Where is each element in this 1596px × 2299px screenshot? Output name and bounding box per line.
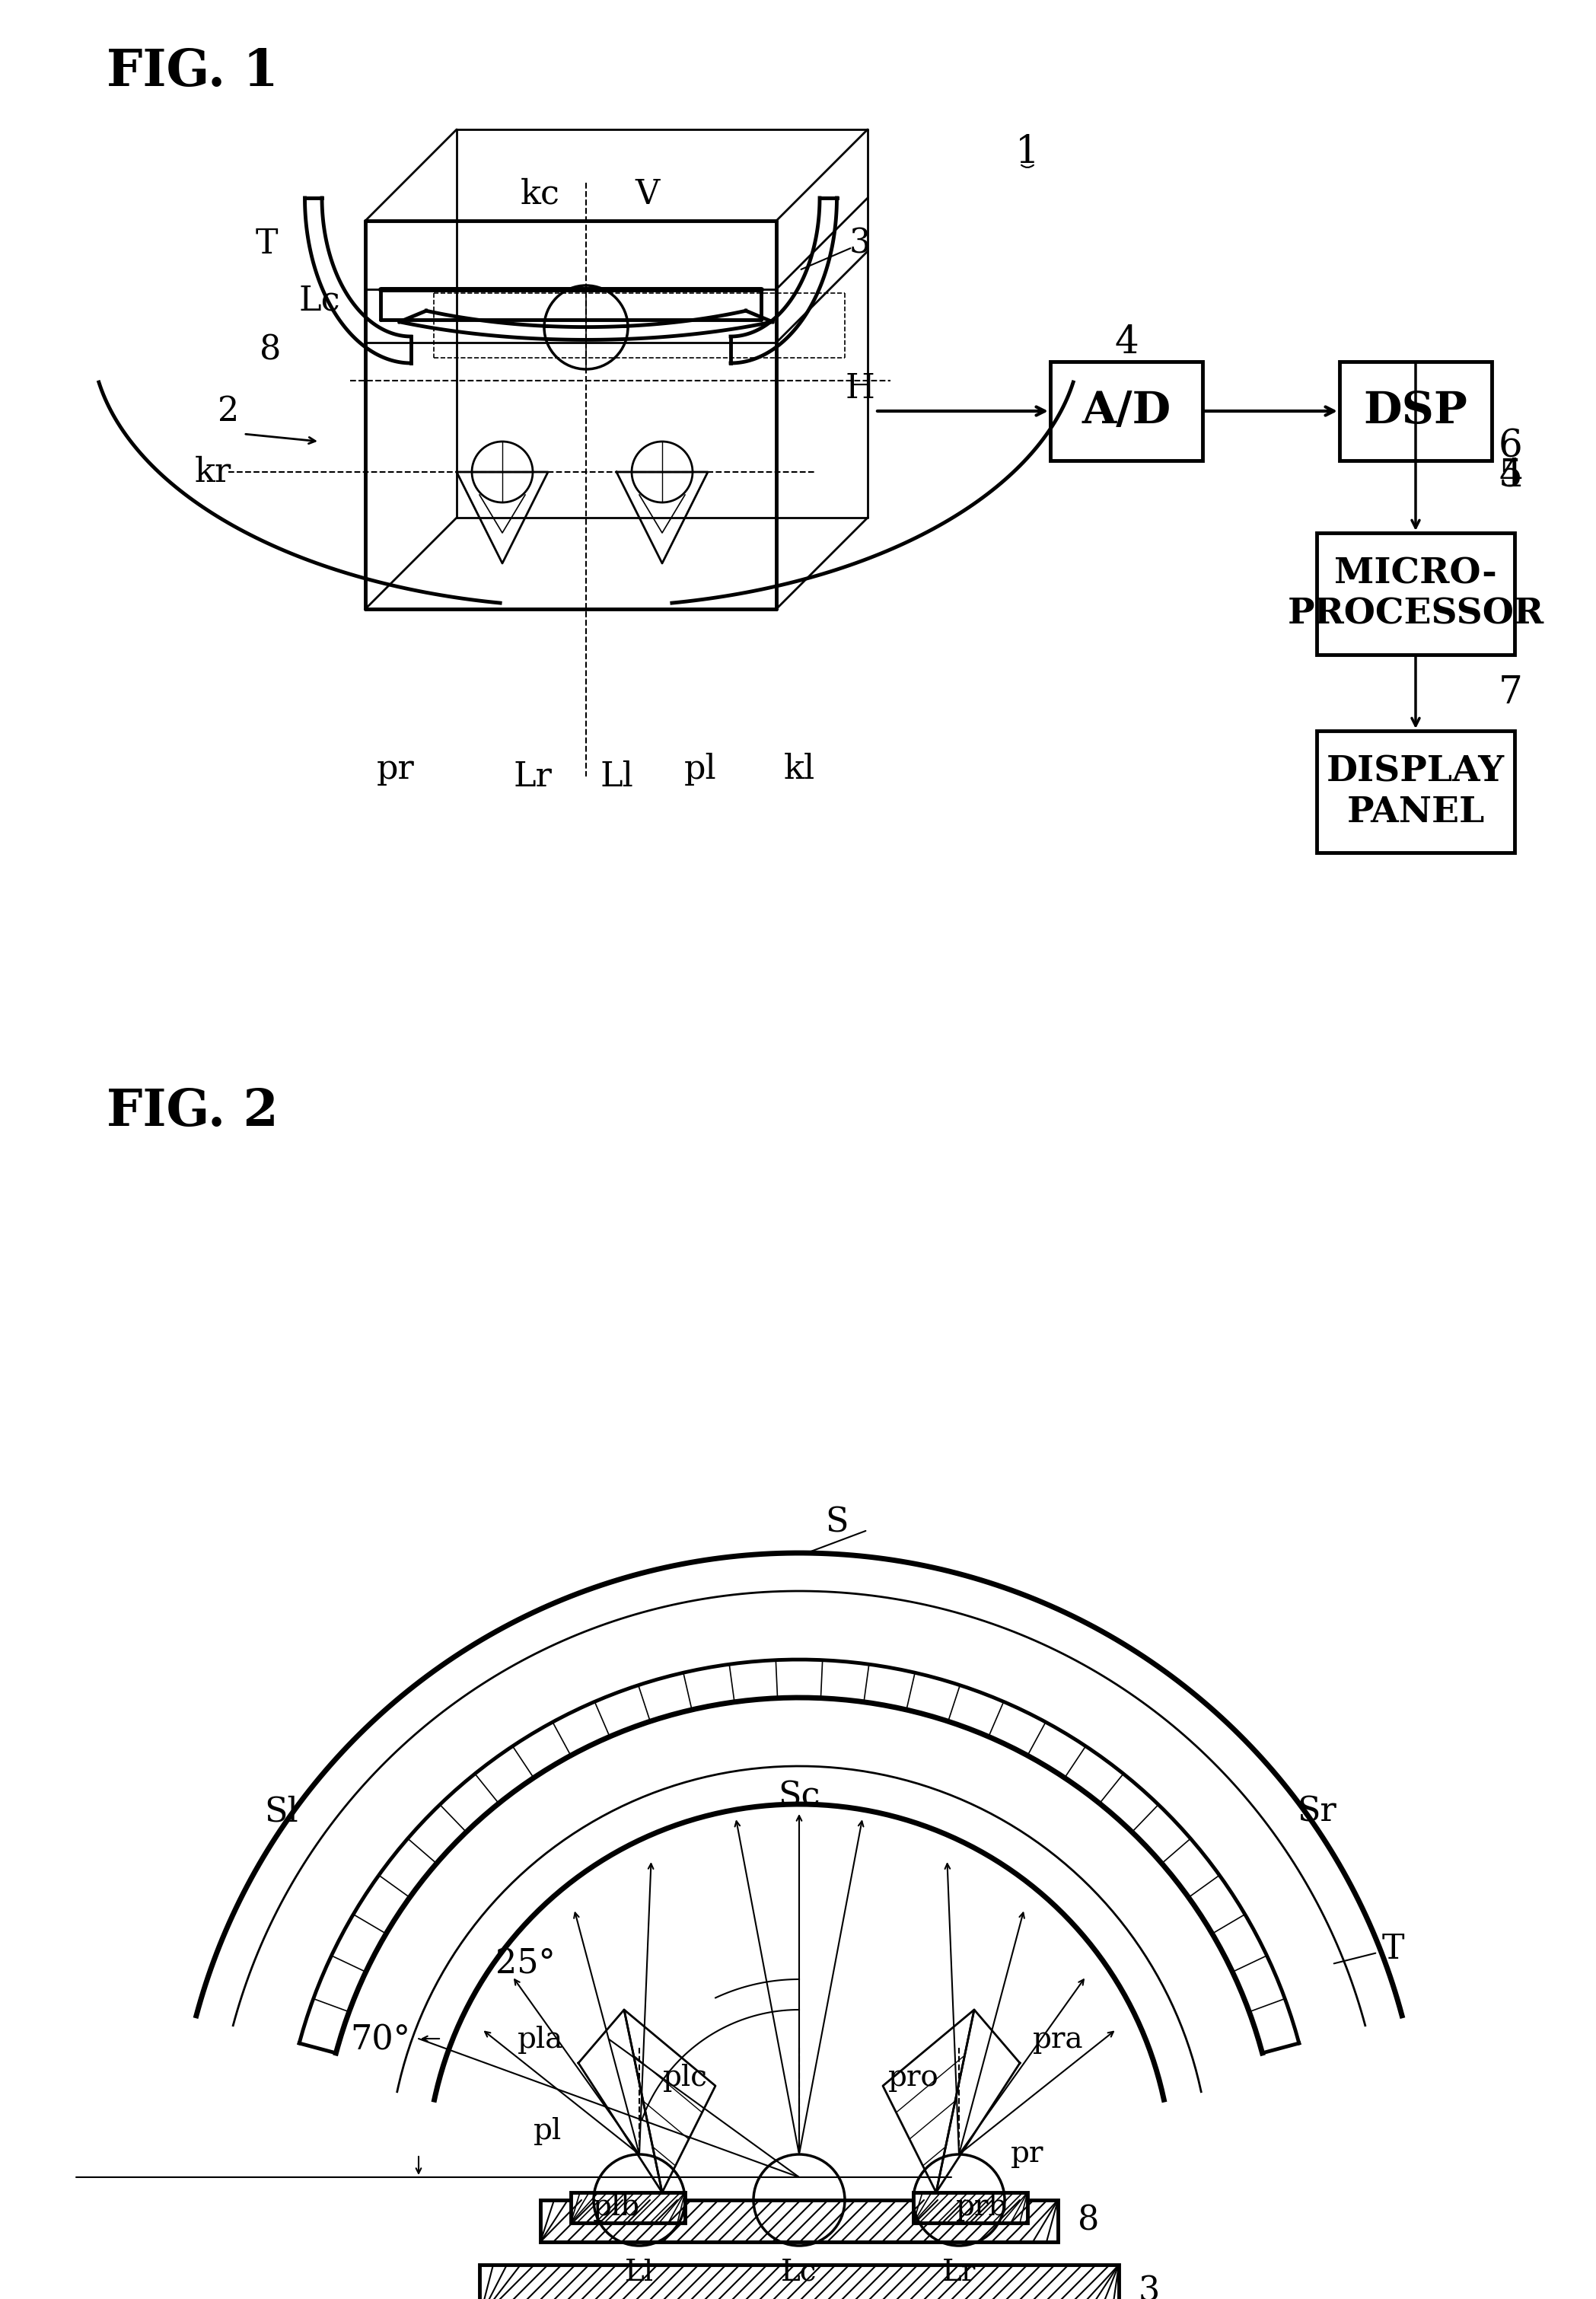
Text: DISPLAY
PANEL: DISPLAY PANEL bbox=[1326, 754, 1505, 830]
Bar bbox=[1339, 361, 1492, 460]
Text: pra: pra bbox=[1033, 2025, 1084, 2055]
Text: T: T bbox=[1382, 1933, 1404, 1966]
Bar bbox=[571, 2193, 685, 2223]
Text: A/D: A/D bbox=[1082, 391, 1171, 432]
Bar bbox=[1050, 361, 1202, 460]
Text: 5: 5 bbox=[1499, 458, 1523, 494]
Text: prb: prb bbox=[956, 2193, 1007, 2221]
Text: 25°: 25° bbox=[495, 1947, 555, 1979]
Bar bbox=[1317, 533, 1515, 655]
Text: pr: pr bbox=[1010, 2140, 1044, 2168]
Bar bbox=[913, 2193, 1028, 2223]
Bar bbox=[541, 2200, 1058, 2242]
Text: DSP: DSP bbox=[1363, 391, 1468, 432]
Text: pla: pla bbox=[517, 2025, 563, 2055]
Bar bbox=[1317, 731, 1515, 853]
Text: Lr: Lr bbox=[514, 761, 552, 793]
Text: pl: pl bbox=[685, 752, 717, 786]
Text: pl: pl bbox=[533, 2117, 562, 2145]
Text: 6: 6 bbox=[1499, 428, 1523, 467]
Text: plc: plc bbox=[662, 2065, 707, 2092]
Text: V: V bbox=[635, 177, 659, 212]
Text: 8: 8 bbox=[260, 333, 281, 366]
Text: 4: 4 bbox=[1499, 458, 1523, 494]
Text: 7: 7 bbox=[1499, 674, 1523, 713]
Text: FIG. 1: FIG. 1 bbox=[107, 48, 278, 97]
Text: pro: pro bbox=[887, 2065, 938, 2092]
Text: Sl: Sl bbox=[265, 1796, 298, 1828]
Text: 3: 3 bbox=[1138, 2276, 1160, 2299]
Text: plb: plb bbox=[592, 2193, 640, 2221]
Text: Lc: Lc bbox=[780, 2258, 817, 2288]
Text: 2: 2 bbox=[217, 395, 239, 428]
Text: Ll: Ll bbox=[624, 2258, 654, 2288]
Text: 4: 4 bbox=[1114, 324, 1138, 361]
Text: kc: kc bbox=[520, 177, 560, 212]
Text: MICRO-
PROCESSOR: MICRO- PROCESSOR bbox=[1288, 556, 1543, 632]
Text: S: S bbox=[825, 1506, 849, 1538]
Text: FIG. 2: FIG. 2 bbox=[107, 1087, 278, 1136]
Text: Lc: Lc bbox=[298, 285, 340, 317]
Text: Ll: Ll bbox=[600, 761, 634, 793]
Bar bbox=[479, 2265, 1119, 2299]
Text: pr: pr bbox=[377, 752, 415, 786]
Text: 1: 1 bbox=[1015, 133, 1039, 170]
Text: 8: 8 bbox=[1077, 2205, 1100, 2237]
Text: 70°: 70° bbox=[351, 2023, 410, 2058]
Text: Sc: Sc bbox=[779, 1779, 820, 1814]
Text: H: H bbox=[846, 372, 875, 405]
Text: Sr: Sr bbox=[1298, 1796, 1336, 1828]
Text: 3: 3 bbox=[849, 228, 871, 260]
Text: Lr: Lr bbox=[942, 2258, 975, 2288]
Text: kr: kr bbox=[195, 455, 231, 487]
Text: kl: kl bbox=[784, 752, 816, 786]
Text: T: T bbox=[255, 228, 278, 260]
